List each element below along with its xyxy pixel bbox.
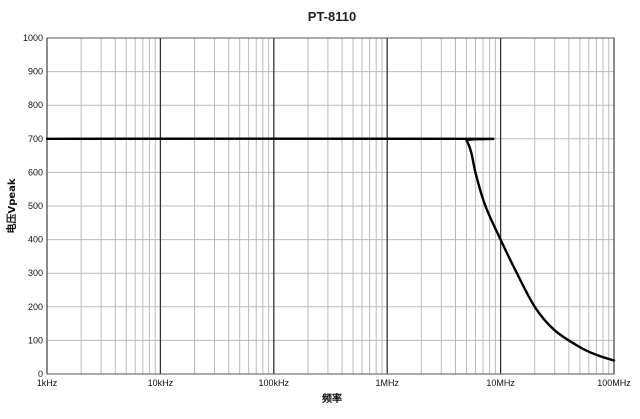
x-axis-label: 频率 [322,392,342,405]
y-tick-labels: 0 100 200 300 400 500 600 700 800 900 1000 [23,33,43,379]
y-tick-label: 400 [28,235,43,245]
x-tick-label: 100MHz [597,378,631,388]
y-tick-label: 200 [28,302,43,312]
series-layer [45,137,616,362]
x-tick-label: 10kHz [148,378,174,388]
x-tick-label: 10MHz [486,378,515,388]
x-tick-labels: 1kHz 10kHz 100kHz 1MHz 10MHz 100MHz [37,378,632,388]
chart-title: PT-8110 [308,9,356,24]
y-tick-label: 600 [28,167,43,177]
series-line [45,137,616,362]
y-axis-label: 电压Vpeak [5,178,18,233]
y-tick-label: 300 [28,268,43,278]
y-tick-label: 100 [28,335,43,345]
plot-frame [46,37,615,375]
y-tick-label: 1000 [23,33,43,43]
x-tick-label: 100kHz [259,378,290,388]
chart-grid [46,37,615,375]
x-tick-label: 1MHz [375,378,399,388]
y-tick-label: 500 [28,201,43,211]
y-tick-label: 0 [38,369,43,379]
y-tick-label: 700 [28,134,43,144]
y-tick-label: 800 [28,100,43,110]
y-tick-label: 900 [28,67,43,77]
x-tick-label: 1kHz [37,378,58,388]
